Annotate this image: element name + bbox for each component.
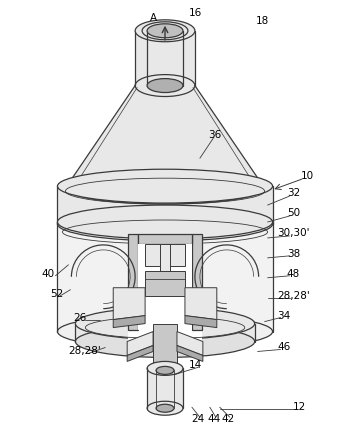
Polygon shape: [177, 345, 203, 361]
Text: 26: 26: [74, 313, 87, 323]
Polygon shape: [57, 222, 273, 332]
Polygon shape: [169, 244, 185, 266]
Ellipse shape: [57, 205, 273, 239]
Polygon shape: [145, 271, 185, 296]
Text: 16: 16: [189, 8, 203, 18]
Ellipse shape: [75, 308, 255, 340]
Polygon shape: [192, 234, 202, 329]
Polygon shape: [135, 31, 195, 86]
Text: 18: 18: [256, 16, 269, 26]
Ellipse shape: [135, 75, 195, 96]
Ellipse shape: [147, 401, 183, 415]
Ellipse shape: [147, 361, 183, 375]
Text: 10: 10: [301, 171, 314, 181]
Ellipse shape: [57, 169, 273, 203]
Polygon shape: [147, 369, 183, 408]
Text: 46: 46: [278, 342, 291, 353]
Polygon shape: [127, 332, 153, 356]
Text: A: A: [150, 13, 157, 23]
Text: 52: 52: [50, 289, 63, 299]
Text: 36: 36: [208, 131, 221, 140]
Text: 40: 40: [42, 269, 55, 279]
Polygon shape: [138, 244, 192, 329]
Text: 44: 44: [207, 414, 220, 424]
Text: 48: 48: [287, 269, 300, 279]
Ellipse shape: [142, 22, 188, 40]
Polygon shape: [65, 86, 265, 188]
Ellipse shape: [156, 404, 174, 412]
Polygon shape: [160, 244, 170, 271]
Text: 30,30': 30,30': [277, 228, 310, 238]
Ellipse shape: [156, 366, 174, 374]
Ellipse shape: [65, 172, 265, 204]
Text: 42: 42: [221, 414, 234, 424]
Text: 14: 14: [189, 361, 203, 370]
Text: 28,28': 28,28': [68, 346, 101, 357]
Polygon shape: [128, 234, 202, 344]
Text: 28,28': 28,28': [277, 291, 310, 301]
Polygon shape: [177, 332, 203, 356]
Ellipse shape: [135, 20, 195, 42]
Polygon shape: [185, 288, 217, 320]
Polygon shape: [153, 324, 177, 369]
Polygon shape: [185, 316, 217, 328]
Text: 38: 38: [287, 249, 300, 259]
Text: 34: 34: [277, 311, 290, 321]
Text: 50: 50: [287, 208, 300, 218]
Polygon shape: [128, 234, 138, 329]
Text: 12: 12: [293, 402, 306, 412]
Polygon shape: [138, 234, 192, 244]
Text: 24: 24: [191, 414, 205, 424]
Polygon shape: [145, 244, 161, 266]
Ellipse shape: [57, 315, 273, 349]
Polygon shape: [113, 316, 145, 328]
Ellipse shape: [57, 207, 273, 241]
Polygon shape: [75, 324, 255, 341]
Ellipse shape: [147, 24, 183, 38]
Polygon shape: [127, 345, 153, 361]
Polygon shape: [57, 186, 273, 224]
Ellipse shape: [147, 79, 183, 92]
Text: 32: 32: [287, 188, 300, 198]
Polygon shape: [113, 288, 145, 320]
Ellipse shape: [75, 325, 255, 357]
